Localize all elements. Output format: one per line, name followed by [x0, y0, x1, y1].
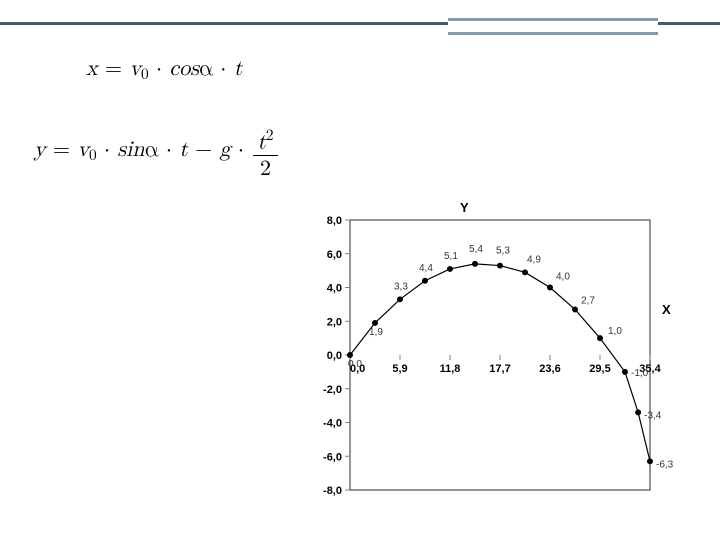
svg-text:5,4: 5,4: [469, 244, 483, 255]
svg-text:-1,0: -1,0: [631, 368, 649, 379]
svg-text:8,0: 8,0: [327, 215, 342, 227]
svg-text:0,0: 0,0: [348, 359, 362, 370]
trajectory-chart: Y X 8,0 6,0 4,0 2,0 0,0 -2,0 -4,0 -6,0 -8,0 0,0 5,…: [300, 200, 710, 530]
svg-text:-8,0: -8,0: [323, 485, 342, 497]
svg-text:-6,0: -6,0: [323, 451, 342, 463]
svg-text:29,5: 29,5: [589, 363, 610, 375]
svg-text:17,7: 17,7: [489, 363, 510, 375]
svg-text:3,3: 3,3: [394, 281, 408, 292]
svg-text:1,0: 1,0: [608, 326, 622, 337]
svg-text:5,9: 5,9: [392, 363, 407, 375]
header-rule: [0, 22, 720, 25]
svg-text:5,1: 5,1: [444, 251, 458, 262]
svg-text:-2,0: -2,0: [323, 384, 342, 396]
svg-text:4,4: 4,4: [419, 263, 433, 274]
svg-text:-6,3: -6,3: [656, 459, 674, 470]
svg-text:-3,4: -3,4: [644, 410, 662, 421]
chart-svg: 8,0 6,0 4,0 2,0 0,0 -2,0 -4,0 -6,0 -8,0 0,0 5,9 11,…: [300, 200, 710, 530]
svg-text:6,0: 6,0: [327, 249, 342, 261]
svg-text:2,7: 2,7: [581, 295, 595, 306]
svg-text:4,0: 4,0: [327, 283, 342, 295]
svg-text:-4,0: -4,0: [323, 418, 342, 430]
svg-text:23,6: 23,6: [539, 363, 560, 375]
svg-text:11,8: 11,8: [440, 363, 461, 375]
equation-y: y = v0 · sinα · t − g · t22: [34, 128, 280, 182]
svg-text:4,9: 4,9: [527, 254, 541, 265]
equation-x: x = v0 · cosα · t: [86, 56, 242, 84]
svg-text:2,0: 2,0: [327, 316, 342, 328]
svg-text:0,0: 0,0: [327, 350, 342, 362]
y-axis-title: Y: [460, 200, 469, 215]
svg-text:4,0: 4,0: [556, 272, 570, 283]
x-axis-title: X: [662, 302, 671, 317]
svg-text:1,9: 1,9: [369, 327, 383, 338]
svg-text:5,3: 5,3: [496, 246, 510, 257]
